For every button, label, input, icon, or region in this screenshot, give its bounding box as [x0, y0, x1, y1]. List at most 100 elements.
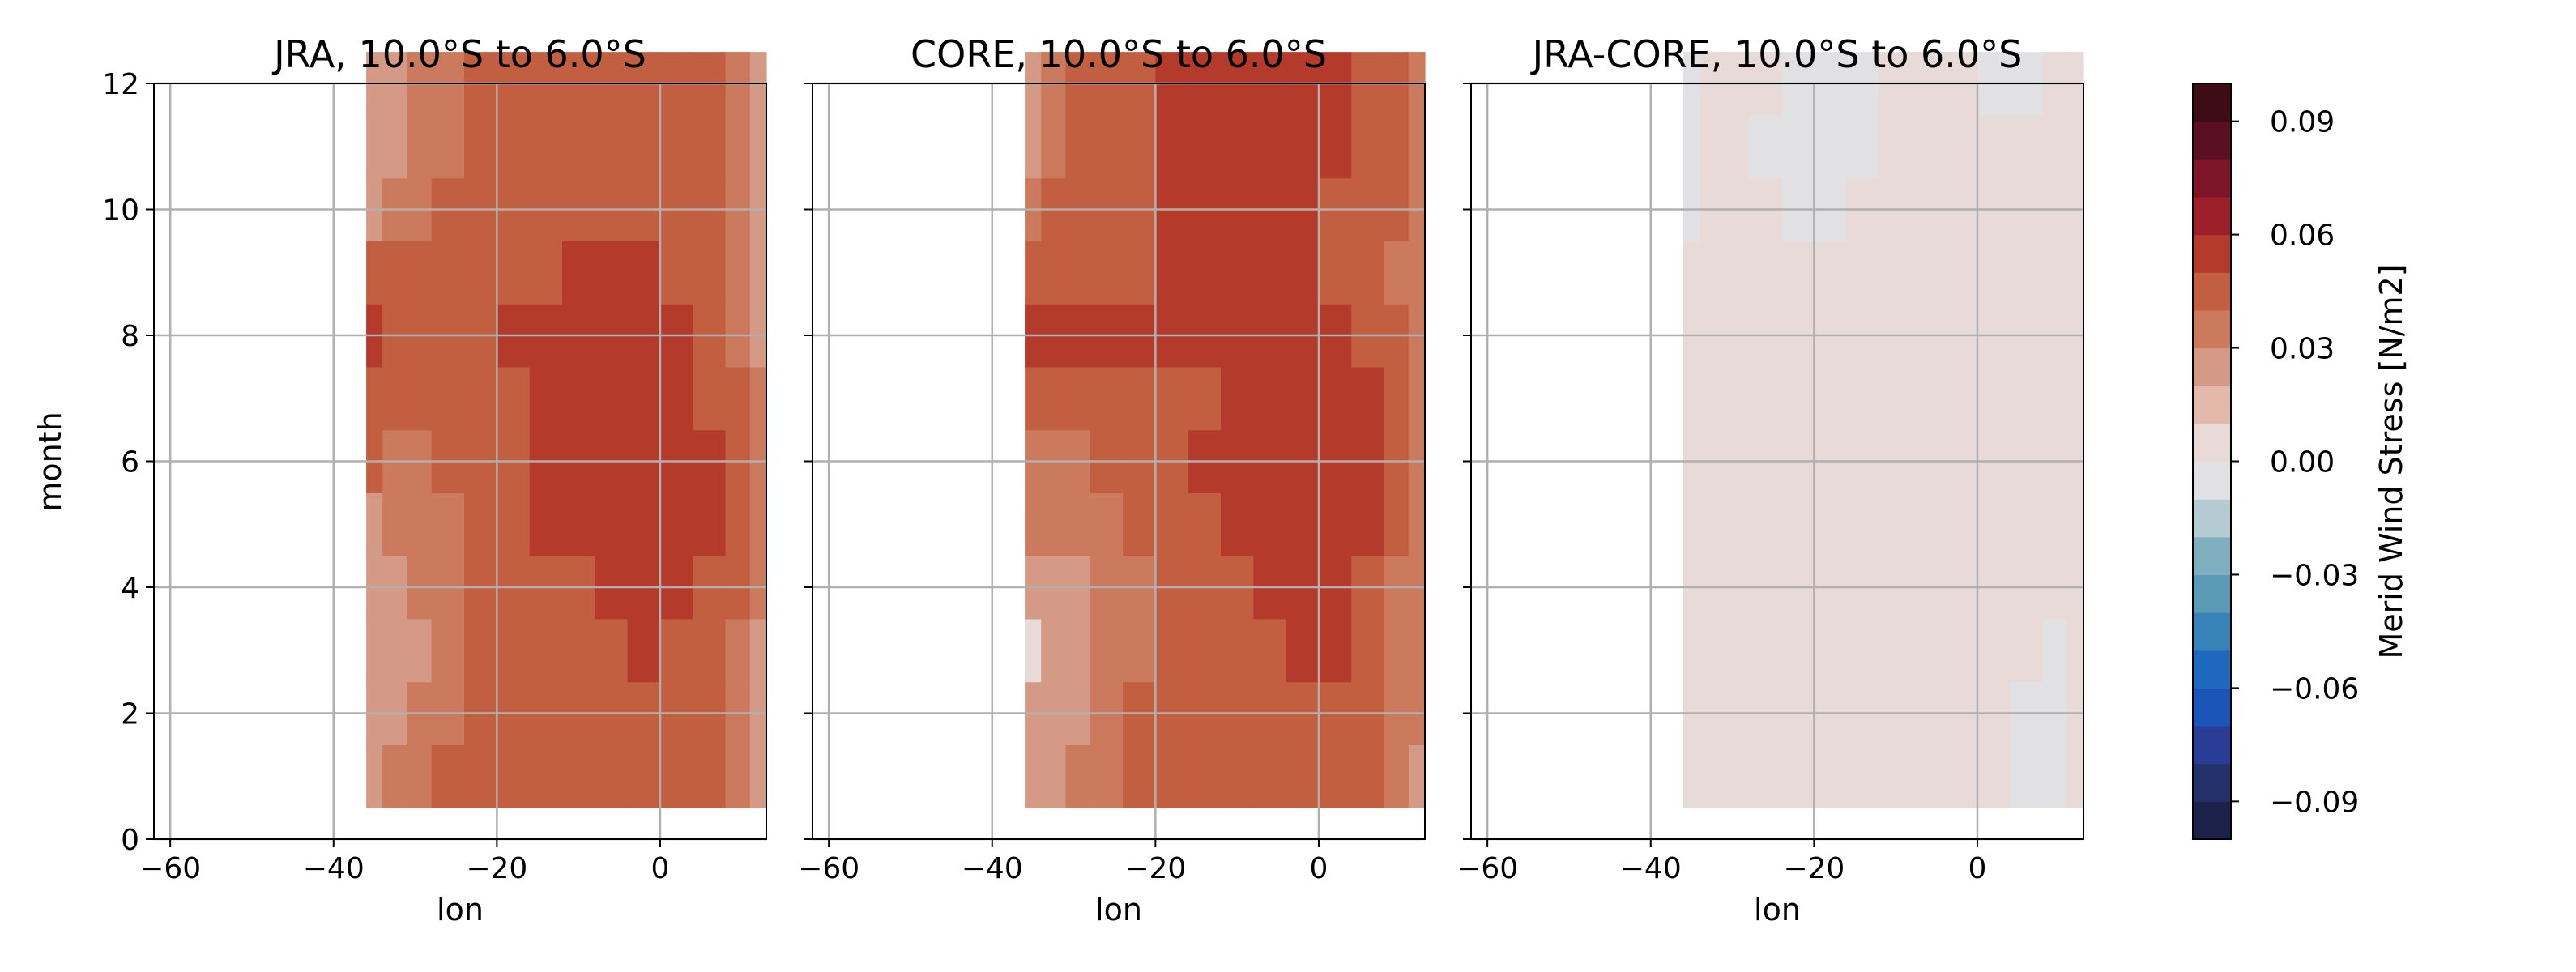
heatmap-cell — [1384, 744, 1410, 808]
panel-title: JRA, 10.0°S to 6.0°S — [271, 32, 646, 76]
heatmap-cell — [1408, 241, 1426, 305]
heatmap-cell — [1700, 744, 1725, 808]
x-tick-label: −60 — [139, 852, 201, 885]
heatmap-cell — [1748, 366, 1782, 431]
heatmap-cell — [431, 492, 465, 556]
heatmap-cell — [464, 114, 497, 179]
colorbar-cell — [2193, 499, 2231, 538]
x-tick-label: −20 — [1783, 852, 1845, 885]
colorbar-tick-label: 0.00 — [2270, 446, 2335, 480]
heatmap-cell — [1408, 492, 1426, 556]
heatmap-cell — [595, 114, 629, 179]
heatmap-cell — [1318, 492, 1352, 556]
heatmap-cell — [366, 366, 383, 431]
heatmap-cell — [2066, 492, 2084, 556]
heatmap-cell — [1683, 492, 1700, 556]
y-tick-label: 8 — [121, 320, 139, 353]
heatmap-cell — [1221, 744, 1254, 808]
x-tick-label: −40 — [962, 852, 1023, 885]
heatmap-cell — [1700, 114, 1725, 179]
heatmap-cell — [497, 618, 531, 683]
heatmap-cell — [749, 492, 767, 556]
heatmap-cell — [1683, 366, 1700, 431]
heatmap-cell — [725, 366, 751, 431]
heatmap-cell — [725, 618, 751, 683]
x-tick-label: −60 — [798, 852, 859, 885]
panels-layer: −60 −40 −20 0 0 2 4 6 8 10 12 lon JRA, 10.0°S to 6.0… — [102, 32, 2084, 927]
heatmap-cell — [529, 114, 563, 179]
heatmap-cell — [1879, 618, 1913, 683]
heatmap-cell — [1351, 241, 1385, 305]
heatmap-cell — [562, 366, 595, 431]
heatmap-cell — [1188, 366, 1222, 431]
heatmap-cell — [1025, 618, 1042, 683]
heatmap-cell — [1025, 114, 1042, 179]
x-axis-label: lon — [1754, 892, 1801, 927]
heatmap-cell — [1155, 114, 1189, 179]
heatmap-cell — [464, 618, 497, 683]
heatmap-cells — [1683, 52, 2084, 808]
heatmap-cell — [1846, 366, 1880, 431]
heatmap-cell — [1221, 366, 1254, 431]
heatmap-cell — [1781, 492, 1815, 556]
heatmap-cell — [627, 241, 661, 305]
heatmap-cell — [1253, 366, 1287, 431]
heatmap-cell — [1041, 366, 1067, 431]
heatmap-cell — [2042, 366, 2068, 431]
y-tick-label: 4 — [121, 572, 139, 605]
heatmap-cell — [1155, 366, 1189, 431]
heatmap-cell — [1041, 114, 1067, 179]
heatmap-cell — [595, 492, 629, 556]
heatmap-cell — [1944, 241, 1978, 305]
heatmap-cell — [1253, 492, 1287, 556]
heatmap-cell — [1814, 241, 1848, 305]
heatmap-cell — [1814, 618, 1848, 683]
heatmap-cell — [725, 744, 751, 808]
heatmap-cell — [693, 241, 727, 305]
colorbar-cell — [2193, 574, 2231, 613]
heatmap-cell — [627, 744, 661, 808]
heatmap-cell — [1724, 241, 1750, 305]
heatmap-cell — [1123, 744, 1156, 808]
heatmap-cell — [2010, 618, 2044, 683]
heatmap-cell — [366, 618, 383, 683]
heatmap-cell — [1286, 366, 1320, 431]
heatmap-cell — [1700, 618, 1725, 683]
colorbar-cell — [2193, 121, 2231, 160]
heatmap-cell — [1351, 492, 1385, 556]
colorbar-cell — [2193, 726, 2231, 765]
heatmap-cell — [1944, 114, 1978, 179]
heatmap-cell — [407, 744, 433, 808]
heatmap-cell — [1041, 618, 1067, 683]
heatmap-cell — [627, 366, 661, 431]
heatmap-cell — [431, 744, 465, 808]
heatmap-cell — [431, 618, 465, 683]
heatmap-cell — [1221, 618, 1254, 683]
heatmap-cell — [693, 618, 727, 683]
colorbar-cell — [2193, 801, 2231, 840]
heatmap-cell — [1814, 366, 1848, 431]
colorbar-cell — [2193, 688, 2231, 727]
heatmap-cell — [1912, 366, 1946, 431]
heatmap-cell — [1700, 241, 1725, 305]
heatmap-cell — [497, 366, 531, 431]
heatmap-cell — [1188, 744, 1222, 808]
heatmap-cell — [1912, 492, 1946, 556]
heatmap-cell — [1977, 114, 2011, 179]
colorbar-cell — [2193, 347, 2231, 386]
heatmap-cell — [2010, 492, 2044, 556]
heatmap-cell — [497, 241, 531, 305]
colorbar-tick-label: −0.03 — [2270, 559, 2359, 592]
heatmap-cell — [2042, 744, 2068, 808]
heatmap-cell — [382, 114, 408, 179]
heatmap-cell — [2066, 618, 2084, 683]
heatmap-cell — [1025, 241, 1042, 305]
heatmap-cell — [1781, 618, 1815, 683]
heatmap-cell — [1065, 744, 1091, 808]
heatmap-cell — [407, 366, 433, 431]
heatmap-cell — [659, 744, 693, 808]
heatmap-cell — [1724, 744, 1750, 808]
colorbar-cell — [2193, 650, 2231, 688]
heatmap-cell — [1318, 744, 1352, 808]
heatmap-cell — [1351, 744, 1385, 808]
